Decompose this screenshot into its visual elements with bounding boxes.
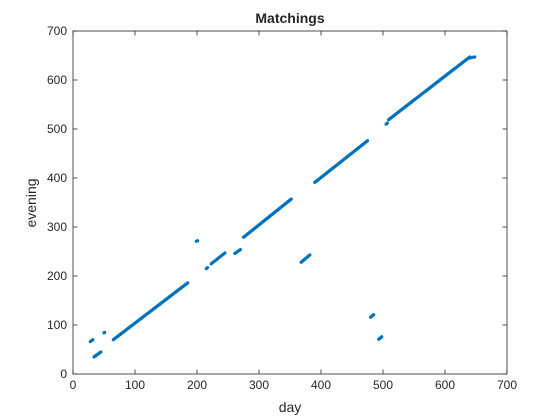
x-tick-label: 500 <box>373 378 393 392</box>
x-tick-label: 300 <box>249 378 269 392</box>
data-point <box>365 139 370 143</box>
scatter-points <box>88 55 477 359</box>
data-point <box>205 266 210 270</box>
x-tick-label: 100 <box>125 378 145 392</box>
x-tick-label: 400 <box>311 378 331 392</box>
data-point <box>91 338 95 342</box>
y-tick-label: 300 <box>47 220 67 234</box>
y-axis-label: evening <box>23 178 39 227</box>
data-point <box>372 313 376 317</box>
y-tick-label: 0 <box>60 367 67 381</box>
data-point <box>196 239 200 243</box>
y-tick-label: 700 <box>47 24 67 38</box>
x-tick-label: 200 <box>187 378 207 392</box>
data-point <box>473 55 477 59</box>
data-point <box>186 281 190 285</box>
data-point <box>308 253 312 257</box>
x-axis-label: day <box>279 399 302 415</box>
data-point <box>289 197 293 201</box>
y-tick-label: 400 <box>47 171 67 185</box>
data-point <box>223 251 227 255</box>
data-point <box>385 121 389 125</box>
data-point <box>103 330 107 334</box>
x-tick-label: 0 <box>70 378 77 392</box>
plot-area-border <box>72 30 508 375</box>
data-point <box>99 350 103 354</box>
y-tick-label: 600 <box>47 73 67 87</box>
x-tick-label: 700 <box>497 378 517 392</box>
y-tick-label: 100 <box>47 318 67 332</box>
data-point <box>238 247 242 252</box>
x-tick-label: 600 <box>435 378 455 392</box>
y-tick-label: 500 <box>47 122 67 136</box>
chart-title: Matchings <box>255 10 324 26</box>
data-point <box>380 335 384 339</box>
y-tick-label: 200 <box>47 269 67 283</box>
axis-ticks: 0 100 200 300 400 500 600 700 0 100 200 300 400 500 60… <box>47 24 517 392</box>
